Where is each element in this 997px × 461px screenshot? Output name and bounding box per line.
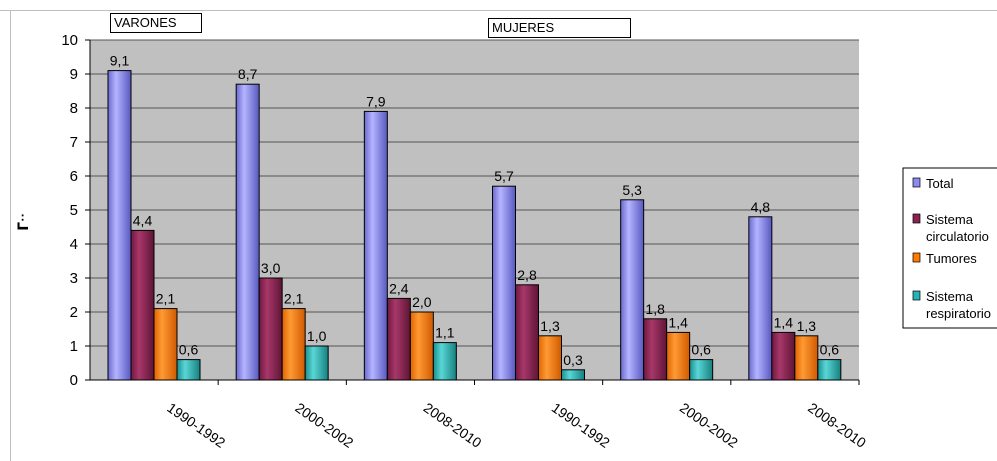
- data-label: 2,0: [412, 294, 432, 310]
- y-tick-label: 9: [70, 66, 78, 83]
- data-label: 8,7: [238, 66, 258, 82]
- bar-4: [817, 359, 842, 381]
- bar-4: [176, 359, 201, 381]
- legend-swatch: [912, 213, 921, 224]
- legend-label: respiratorio: [926, 306, 991, 321]
- data-label: 1,0: [307, 328, 327, 344]
- legend-swatch: [912, 252, 921, 263]
- bar-3: [666, 331, 691, 381]
- data-label: 4,4: [133, 212, 153, 228]
- data-label: 4,8: [751, 199, 771, 215]
- data-label: 5,7: [494, 168, 514, 184]
- y-tick-label: 7: [70, 134, 78, 151]
- y-tick-label: 10: [61, 32, 78, 49]
- data-label: 1,1: [435, 325, 455, 341]
- y-tick-label: 2: [70, 304, 78, 321]
- bar-1: [492, 185, 516, 381]
- data-label: 9,1: [110, 53, 130, 69]
- legend-label: Sistema: [926, 212, 974, 227]
- y-tick-label: 0: [70, 372, 78, 389]
- chart-frame-left: [10, 10, 11, 461]
- data-label: 0,6: [820, 342, 840, 358]
- data-label: 0,6: [179, 342, 199, 358]
- data-label: 5,3: [622, 182, 642, 198]
- x-tick-label: 2000-2002: [677, 399, 741, 451]
- bar-3: [153, 308, 178, 381]
- y-tick-label: 5: [70, 202, 78, 219]
- group-label-varones: VARONES: [110, 13, 202, 33]
- bar-2: [130, 229, 155, 381]
- legend-label: Tumores: [926, 251, 977, 266]
- y-tick-label: 6: [70, 168, 78, 185]
- bar-3: [409, 311, 434, 381]
- data-label: 7,9: [366, 93, 386, 109]
- legend-box: [902, 167, 997, 329]
- bar-1: [107, 70, 132, 381]
- x-tick-label: 2008-2010: [421, 399, 485, 451]
- data-label: 1,8: [645, 301, 665, 317]
- y-tick-label: 8: [70, 100, 78, 117]
- x-tick-label: 1990-1992: [164, 399, 228, 451]
- legend-swatch: [912, 290, 921, 301]
- group-label-mujeres: MUJERES: [488, 18, 631, 38]
- data-label: 0,3: [563, 352, 583, 368]
- legend-swatch: [912, 177, 921, 188]
- data-label: 2,1: [284, 291, 304, 307]
- data-label: 2,4: [389, 280, 409, 296]
- bar-1: [620, 199, 645, 381]
- data-label: 2,1: [156, 291, 176, 307]
- bar-2: [386, 297, 411, 381]
- x-tick-label: 2000-2002: [292, 399, 356, 451]
- y-axis-label: ᒥᐧᐧ: [15, 213, 31, 230]
- bar-3: [794, 335, 819, 381]
- x-tick-label: 1990-1992: [549, 399, 613, 451]
- bar-4: [689, 359, 714, 381]
- legend-label: circulatorio: [926, 229, 989, 244]
- data-label: 1,3: [540, 318, 560, 334]
- bar-3: [281, 308, 306, 381]
- bar-1: [363, 110, 388, 381]
- bar-4: [561, 369, 585, 381]
- bar-2: [515, 284, 539, 381]
- legend-label: Sistema: [926, 289, 974, 304]
- legend-label: Total: [926, 176, 954, 191]
- bar-2: [643, 318, 668, 381]
- bar-1: [235, 83, 260, 381]
- data-label: 1,4: [668, 314, 688, 330]
- data-label: 0,6: [691, 342, 711, 358]
- y-tick-label: 4: [70, 236, 78, 253]
- y-tick-label: 3: [70, 270, 78, 287]
- bar-1: [748, 216, 773, 381]
- bar-2: [771, 331, 796, 381]
- bar-2: [258, 277, 283, 381]
- data-label: 2,8: [517, 267, 537, 283]
- chart-frame-top: [0, 10, 997, 11]
- data-label: 1,4: [774, 314, 794, 330]
- bar-3: [538, 335, 562, 381]
- bar-4: [432, 342, 457, 381]
- y-tick-label: 1: [70, 338, 78, 355]
- bar-4: [304, 345, 329, 381]
- x-tick-label: 2008-2010: [805, 399, 869, 451]
- data-label: 1,3: [797, 318, 817, 334]
- data-label: 3,0: [261, 260, 281, 276]
